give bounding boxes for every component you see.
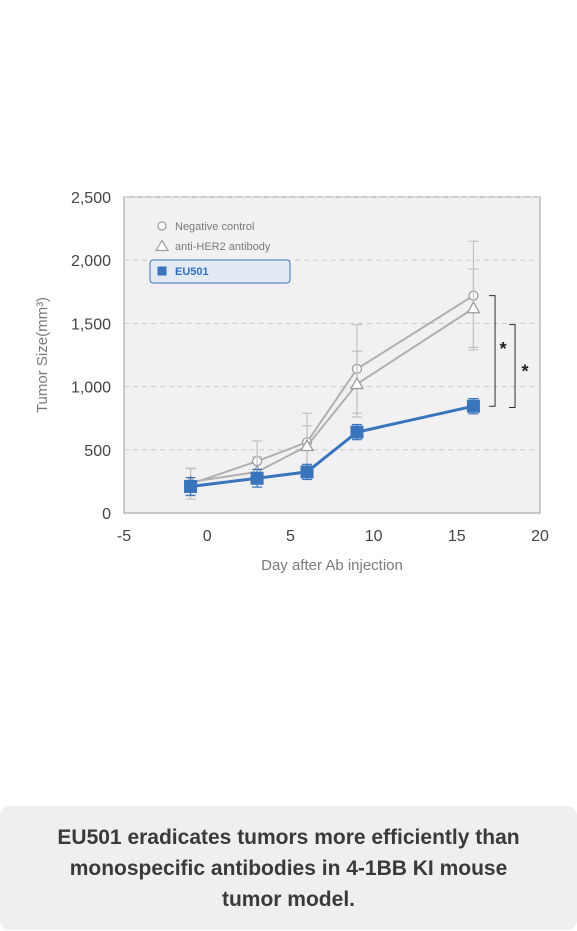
legend-highlight-box [149,259,291,284]
legend-label: anti-HER2 antibody [175,241,271,253]
data-point [466,300,481,314]
data-point [299,438,315,452]
y-tick-label: 2,500 [71,190,111,207]
x-tick-label: 5 [286,528,295,545]
data-point [466,399,480,413]
y-tick-label: 1,000 [71,380,111,397]
x-tick-label: 10 [365,528,383,545]
x-axis-title: Day after Ab injection [261,557,403,574]
legend-label: EU501 [175,266,209,278]
y-tick-label: 1,500 [71,316,111,333]
legend-marker-square [157,266,167,276]
x-tick-label: 15 [448,528,466,545]
caption-text: EU501 eradicates tumors more efficiently… [57,825,520,911]
significance-star: * [500,339,507,359]
x-tick-label: 20 [531,528,549,545]
legend-marker-triangle [154,239,170,252]
y-axis-title: Tumor Size(mm³) [34,297,51,413]
tumor-growth-chart: 0 500 1,000 1,500 2,000 2,500 -5 0 5 10 15 20 Day af… [34,190,549,574]
x-tick-label: -5 [117,528,131,545]
data-point [349,376,365,390]
data-point [350,425,364,439]
significance-bracket [509,324,516,408]
significance-star: * [522,361,529,381]
plot-area [123,196,541,514]
legend-label: Negative control [175,221,255,233]
data-point [184,479,198,493]
y-tick-label: 500 [84,443,111,460]
x-tick-label: 0 [203,528,212,545]
significance-bracket [489,295,496,407]
data-point [250,471,264,485]
legend-marker-circle [157,221,167,231]
data-point [300,465,314,479]
y-tick-label: 0 [102,506,111,523]
y-tick-label: 2,000 [71,253,111,270]
chart-svg: 0 500 1,000 1,500 2,000 2,500 -5 0 5 10 15 20 Day af… [34,190,549,574]
caption-box: EU501 eradicates tumors more efficiently… [0,806,577,930]
